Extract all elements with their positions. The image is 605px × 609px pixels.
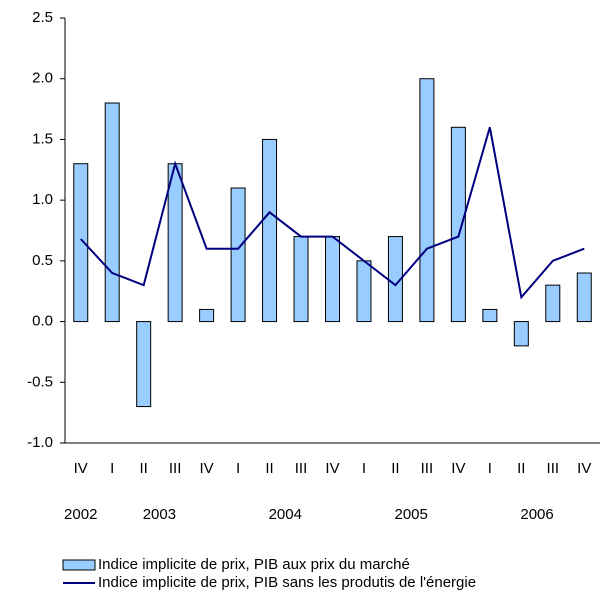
bar bbox=[450, 126, 466, 323]
year-label: 2006 bbox=[520, 506, 553, 523]
year-label: 2004 bbox=[269, 506, 302, 523]
y-tick-label: 0.5 bbox=[32, 252, 53, 269]
bar bbox=[325, 236, 340, 323]
x-tick-label: II bbox=[140, 460, 148, 477]
bar bbox=[230, 187, 246, 323]
year-label: 2005 bbox=[394, 506, 427, 523]
bar bbox=[73, 163, 89, 323]
bar bbox=[104, 102, 120, 323]
legend-swatch bbox=[62, 559, 96, 571]
x-tick-label: IV bbox=[74, 460, 88, 477]
y-tick-label: -0.5 bbox=[27, 373, 53, 390]
y-tick-label: 0.0 bbox=[32, 313, 53, 330]
bar bbox=[513, 321, 529, 347]
x-tick-label: I bbox=[362, 460, 366, 477]
x-tick-label: III bbox=[421, 460, 434, 477]
legend-label: Indice implicite de prix, PIB sans les p… bbox=[98, 574, 476, 591]
x-tick-label: III bbox=[169, 460, 182, 477]
x-tick-label: II bbox=[517, 460, 525, 477]
line bbox=[80, 127, 585, 300]
bar bbox=[167, 163, 183, 323]
x-tick-label: I bbox=[110, 460, 114, 477]
y-tick-label: -1.0 bbox=[27, 434, 53, 451]
x-tick-label: I bbox=[488, 460, 492, 477]
bar bbox=[576, 272, 592, 323]
bar bbox=[545, 284, 561, 323]
legend-label: Indice implicite de prix, PIB aux prix d… bbox=[98, 556, 410, 573]
x-tick-label: IV bbox=[577, 460, 591, 477]
x-tick-label: III bbox=[547, 460, 560, 477]
x-tick-label: III bbox=[295, 460, 308, 477]
y-tick-label: 2.0 bbox=[32, 70, 53, 87]
x-tick-label: IV bbox=[451, 460, 465, 477]
y-tick-label: 2.5 bbox=[32, 9, 53, 26]
y-tick-label: 1.5 bbox=[32, 130, 53, 147]
year-label: 2002 bbox=[64, 506, 97, 523]
bar bbox=[293, 236, 309, 323]
x-tick-label: II bbox=[391, 460, 399, 477]
bar bbox=[262, 138, 278, 323]
bar bbox=[356, 260, 372, 323]
bar bbox=[482, 308, 498, 323]
y-tick-label: 1.0 bbox=[32, 191, 53, 208]
x-tick-label: IV bbox=[325, 460, 339, 477]
bar bbox=[199, 308, 215, 323]
x-tick-label: IV bbox=[200, 460, 214, 477]
bar bbox=[419, 78, 435, 323]
x-tick-label: II bbox=[265, 460, 273, 477]
bar bbox=[136, 321, 152, 408]
x-tick-label: I bbox=[236, 460, 240, 477]
year-label: 2003 bbox=[143, 506, 176, 523]
